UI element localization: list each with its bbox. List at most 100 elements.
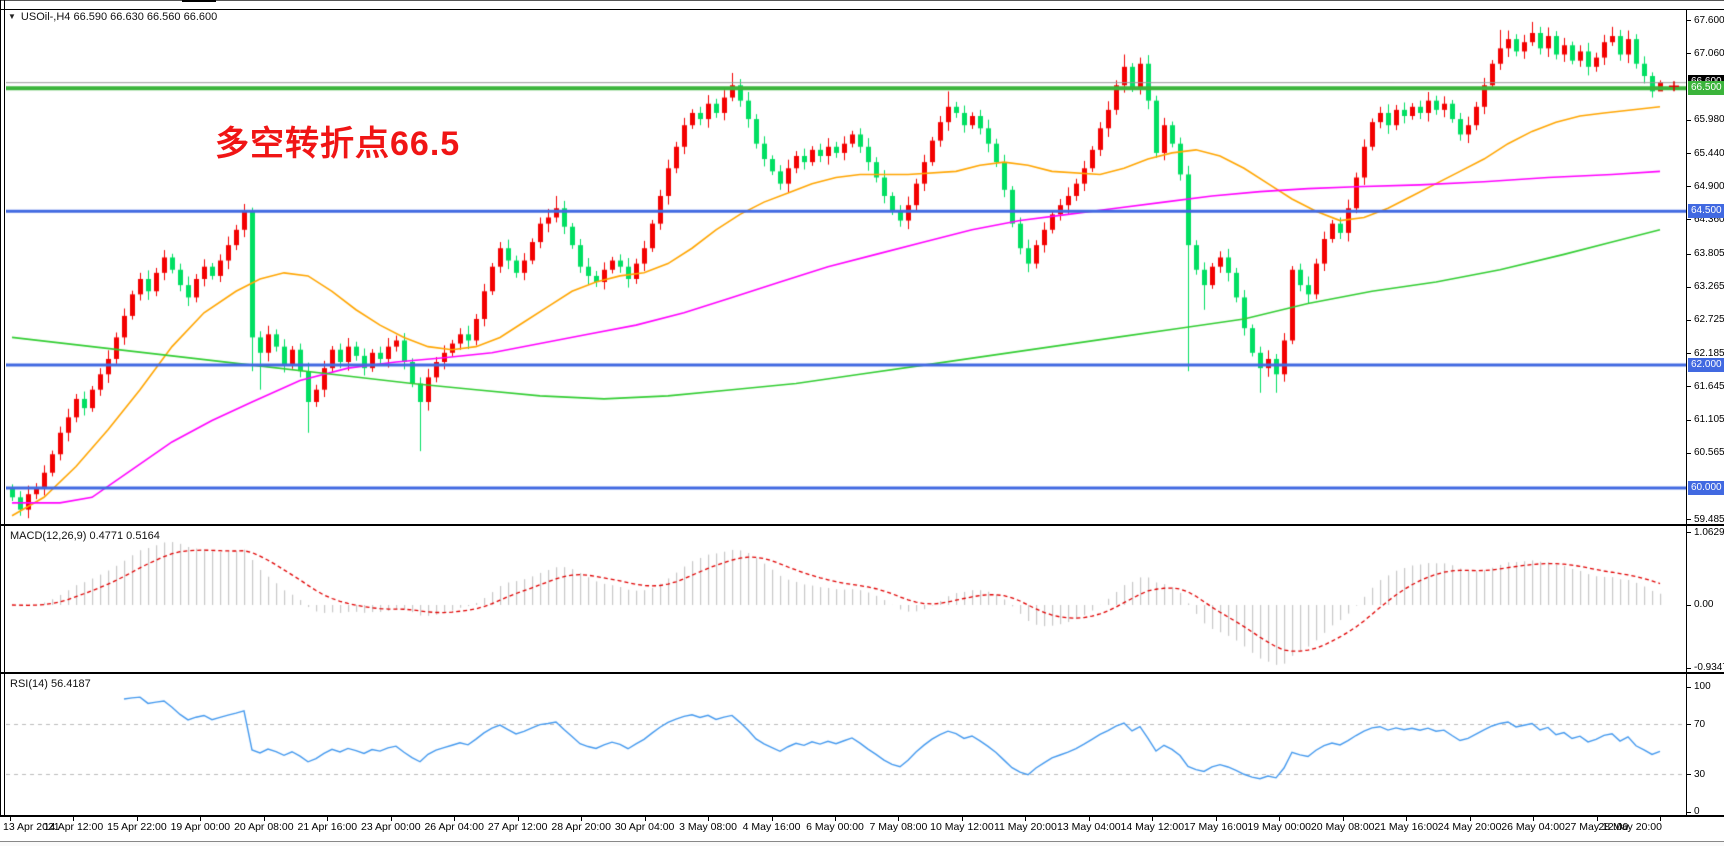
price-tick-label: 65.980 [1694,114,1724,126]
time-axis-label: 13 Apr 2021 [3,821,60,833]
price-tick-label: 64.360 [1694,213,1724,225]
time-axis-label: 26 Apr 04:00 [424,821,484,833]
time-axis-label: 24 May 20:00 [1437,821,1502,833]
rsi-indicator-label: RSI(14) 56.4187 [10,678,91,690]
time-axis-tick-mark [10,815,11,821]
price-axis-tick-mark [1687,219,1691,221]
time-axis-label: 17 May 16:00 [1183,821,1248,833]
chart-annotation[interactable]: 多空转折点66.5 [215,125,461,163]
hline-price-box[interactable]: 62.000 [1688,358,1724,373]
pane-separator[interactable] [0,524,1724,526]
rsi-axis-tick-mark [1687,686,1691,688]
rsi-tick-label: 70 [1694,718,1706,730]
price-axis-tick-mark [1687,286,1691,288]
time-axis-label: 30 Apr 04:00 [614,821,675,833]
time-axis-tick-mark [771,815,773,821]
time-axis-tick-mark [898,815,900,821]
time-axis-label: 14 May 12:00 [1120,821,1185,833]
time-axis-tick-mark [644,815,646,821]
rsi-canvas[interactable] [6,676,1686,815]
price-tick-label: 63.805 [1694,248,1724,260]
price-tick-label: 65.440 [1694,147,1724,159]
price-tick-label: 64.900 [1694,180,1724,192]
price-axis-tick-mark [1687,419,1691,421]
time-axis-tick-mark [390,815,392,821]
price-axis-tick-mark [1687,519,1691,521]
macd-tick-label: 0.00 [1694,599,1714,610]
window-status-strip [0,841,1724,846]
macd-canvas[interactable] [6,528,1686,672]
price-chart-canvas[interactable] [6,9,1686,524]
price-tick-label: 62.725 [1694,314,1724,326]
symbol-info[interactable]: ▼ USOil-,H4 66.590 66.630 66.560 66.600 [8,11,217,23]
macd-axis-tick-mark [1687,667,1691,669]
time-axis-label: 3 May 08:00 [679,821,737,833]
macd-indicator-label: MACD(12,26,9) 0.4771 0.5164 [10,530,160,542]
price-tick-label: 62.185 [1694,347,1724,359]
price-axis-tick-mark [1687,386,1691,388]
window-left-border [0,0,1,846]
time-axis-label: 14 Apr 12:00 [43,821,104,833]
pane-separator[interactable] [0,815,1724,817]
time-axis-tick-mark [1342,815,1344,821]
hline-price-box[interactable]: 60.000 [1688,481,1724,496]
price-tick-label: 67.060 [1694,47,1724,59]
price-axis-tick-mark [1687,186,1691,188]
time-axis[interactable]: 13 Apr 2021 14 Apr 12:00 15 Apr 22:00 19 Ap… [0,815,1724,841]
rsi-axis-tick-mark [1687,724,1691,725]
pane-separator[interactable] [0,672,1724,674]
price-axis-tick-mark [1687,319,1691,321]
time-axis-tick-mark [708,815,710,821]
time-axis-tick-mark [73,815,75,821]
price-axis-tick-mark [1687,452,1691,454]
time-axis-tick-mark [961,815,963,821]
macd-axis-tick-mark [1687,604,1691,606]
symbol-ohlc-text: USOil-,H4 66.590 66.630 66.560 66.600 [20,11,218,23]
price-axis-tick-mark [1687,153,1691,155]
hline-price-box[interactable]: 64.500 [1688,204,1724,219]
time-axis-label: 20 May 08:00 [1310,821,1375,833]
time-axis-tick-mark [1279,815,1281,821]
time-axis-label: 23 Apr 00:00 [360,821,421,833]
price-axis-tick-mark [1687,53,1691,55]
time-axis-tick-mark [1025,815,1027,821]
price-axis-tick-mark [1687,253,1691,255]
price-tick-label: 60.565 [1694,447,1724,459]
price-axis-tick-mark [1687,353,1691,355]
price-tick-label: 61.645 [1694,380,1724,392]
time-axis-label: 11 May 20:00 [993,821,1057,833]
time-axis-tick-mark [1215,815,1217,821]
time-axis-tick-mark [835,815,836,821]
time-axis-label: 27 Apr 12:00 [487,821,548,833]
time-axis-tick-mark [1533,815,1535,821]
price-tick-label: 61.105 [1694,414,1724,426]
time-axis-label: 28 Apr 20:00 [551,821,611,833]
price-axis-tick-mark [1687,119,1691,121]
rsi-axis-tick-mark [1687,811,1691,813]
hline-price-box[interactable]: 66.500 [1688,81,1724,96]
time-axis-tick-mark [263,815,265,821]
macd-tick-label: -0.9347 [1694,662,1724,674]
time-axis-label: 19 Apr 00:00 [170,821,231,833]
price-tick-label: 67.600 [1694,14,1724,26]
dropdown-triangle-icon[interactable]: ▼ [8,12,16,21]
rsi-tick-label: 30 [1694,768,1706,780]
time-axis-label: 26 May 04:00 [1501,821,1565,833]
time-axis-tick-mark [200,815,202,821]
time-axis-tick-mark [517,815,519,821]
window-top-mark [182,0,216,2]
time-axis-tick-mark [1660,815,1661,821]
window-left-inner-border [4,0,5,846]
time-axis-tick-mark [454,815,456,821]
time-axis-label: 19 May 00:00 [1247,821,1312,833]
macd-axis-tick-mark [1687,532,1691,534]
rsi-tick-label: 100 [1694,681,1711,692]
rsi-axis-tick-mark [1687,774,1691,775]
time-axis-tick-mark [327,815,329,821]
time-axis-label: 10 May 12:00 [930,821,994,833]
time-axis-label: 21 May 16:00 [1374,821,1438,833]
time-axis-tick-mark [1152,815,1154,821]
time-axis-tick-mark [581,815,583,821]
time-axis-label: 21 Apr 16:00 [297,821,358,833]
